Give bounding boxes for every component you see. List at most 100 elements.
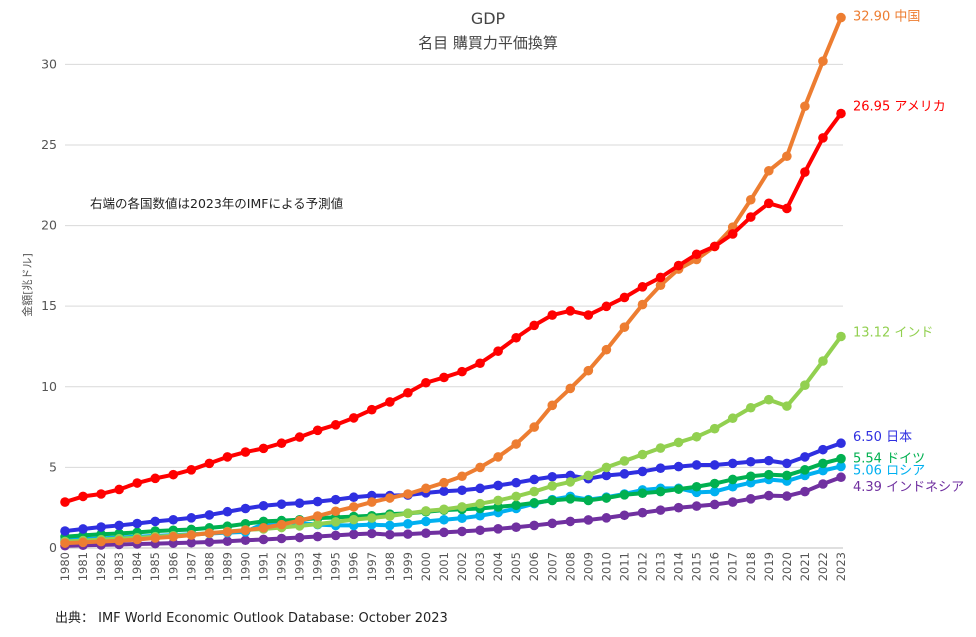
data-point (529, 422, 540, 432)
data-point (800, 486, 810, 497)
data-point (312, 425, 323, 436)
data-point (385, 520, 395, 531)
x-tick-label: 1980 (58, 552, 72, 581)
data-point (330, 530, 341, 541)
data-point (348, 514, 359, 525)
x-tick-label: 2004 (491, 552, 505, 581)
data-point (691, 431, 702, 442)
data-point (583, 495, 594, 506)
x-tick-label: 2002 (455, 552, 469, 581)
x-tick-label: 1990 (238, 552, 252, 581)
data-point (312, 531, 323, 542)
data-point (836, 331, 846, 342)
x-tick-label: 1983 (112, 552, 126, 581)
data-point (258, 523, 269, 533)
data-point (619, 322, 630, 332)
data-point (601, 301, 612, 312)
source-note: 出典： IMF World Economic Outlook Database:… (55, 611, 448, 626)
x-tick-label: 2013 (654, 552, 668, 581)
y-tick-label: 20 (41, 218, 57, 233)
data-point (150, 533, 161, 543)
end-label: 32.90 中国 (853, 10, 920, 25)
data-point (475, 358, 485, 369)
data-point (204, 510, 215, 520)
x-tick-labels: 1980 1981 1982 1983 1984 1985 1986 1987 1988 1989… (58, 552, 848, 581)
data-point (800, 465, 810, 475)
data-point (800, 452, 810, 462)
data-point (709, 486, 720, 497)
data-point (619, 490, 630, 500)
data-point (403, 519, 413, 529)
x-tick-label: 1982 (94, 552, 108, 581)
data-point (727, 474, 738, 485)
data-point (547, 310, 558, 320)
data-point (475, 498, 485, 509)
data-point (204, 458, 215, 469)
y-tick-label: 5 (49, 459, 57, 474)
data-point (421, 516, 431, 527)
end-label: 5.06 ロシア (853, 463, 925, 478)
data-point (836, 453, 846, 464)
x-tick-label: 2009 (581, 552, 595, 581)
data-point (655, 280, 666, 291)
data-point (312, 496, 323, 507)
data-point (764, 469, 774, 480)
data-point (601, 493, 612, 503)
data-point (709, 423, 720, 434)
data-point (493, 452, 503, 462)
data-point (691, 501, 702, 511)
data-point (547, 400, 558, 411)
data-point (168, 531, 179, 542)
x-tick-label: 1997 (365, 552, 379, 581)
data-point (457, 526, 467, 537)
data-point (709, 499, 720, 510)
data-point (114, 535, 124, 546)
data-point (276, 519, 287, 530)
data-point (709, 478, 720, 489)
data-point (366, 519, 377, 530)
x-tick-label: 2015 (690, 552, 704, 581)
data-point (475, 525, 485, 536)
data-point (601, 513, 612, 523)
data-point (619, 292, 630, 303)
data-point (727, 413, 738, 424)
data-point (385, 397, 395, 407)
data-point (800, 380, 810, 390)
data-point (691, 481, 702, 492)
data-point (258, 443, 269, 454)
data-point (745, 456, 756, 467)
data-point (637, 449, 648, 460)
data-point (60, 538, 70, 548)
x-tick-label: 1998 (383, 552, 397, 581)
data-point (240, 525, 251, 536)
data-point (330, 494, 341, 505)
data-point (673, 502, 684, 513)
chart-title: GDP (471, 9, 506, 28)
data-point (403, 529, 413, 539)
data-point (493, 495, 503, 506)
data-point (439, 504, 449, 515)
y-tick-label: 10 (41, 379, 57, 394)
x-tick-label: 1996 (347, 552, 361, 581)
x-tick-label: 2012 (635, 552, 649, 581)
data-point (764, 198, 774, 209)
data-point (385, 529, 395, 540)
data-point (222, 506, 233, 517)
data-point (619, 469, 630, 479)
x-tick-label: 1981 (76, 552, 90, 581)
data-point (583, 365, 594, 376)
data-point (439, 527, 449, 538)
data-point (782, 470, 792, 481)
x-tick-label: 2008 (563, 552, 577, 581)
data-point (96, 522, 106, 532)
data-point (782, 491, 792, 501)
data-point (493, 480, 503, 491)
data-point (366, 528, 377, 539)
data-point (330, 420, 341, 430)
data-point (818, 465, 828, 476)
data-point (547, 481, 558, 491)
x-tick-label: 1993 (293, 552, 307, 581)
data-point (673, 461, 684, 472)
data-point (475, 483, 485, 494)
